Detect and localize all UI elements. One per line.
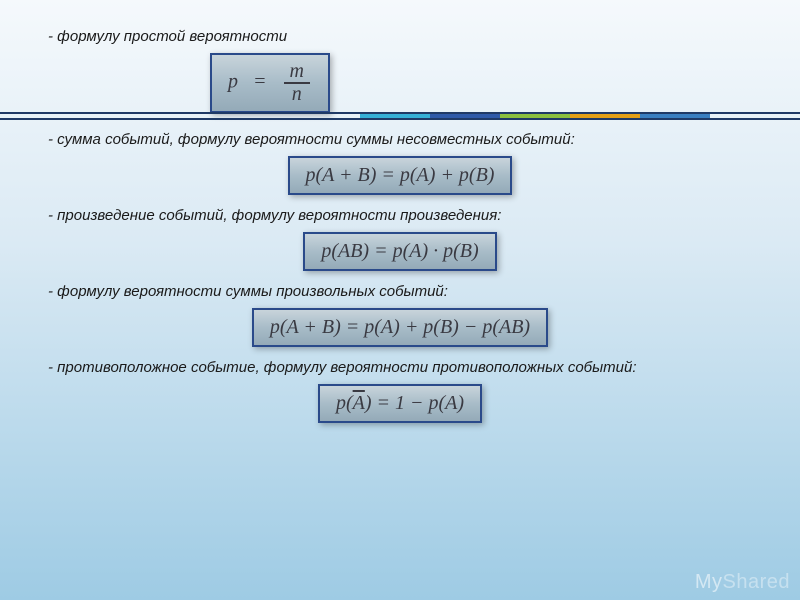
formula-4-wrap: p(A + B) = p(A) + p(B) − p(AB) (40, 308, 760, 347)
slide: - формулу простой вероятности p = m n - … (0, 0, 800, 600)
bullet-3: - произведение событий, формулу вероятно… (48, 207, 760, 224)
bullet-2: - сумма событий, формулу вероятности сум… (48, 131, 760, 148)
formula-5-wrap: p(A) = 1 − p(A) (40, 384, 760, 423)
f5-suffix: ) = 1 − p(A) (365, 392, 464, 414)
f5-overline: A (353, 392, 365, 414)
formula-1: p = m n (210, 53, 330, 113)
watermark: MyShared (695, 571, 790, 594)
f5-prefix: p( (336, 392, 353, 414)
bullet-5-text: - противоположное событие, формулу вероя… (48, 359, 637, 376)
bullet-1: - формулу простой вероятности (48, 28, 760, 45)
f1-den: n (284, 84, 310, 105)
f1-fraction: m n (284, 61, 310, 105)
formula-2-wrap: p(A + B) = p(A) + p(B) (40, 156, 760, 195)
watermark-part1: My (695, 571, 723, 593)
f1-num: m (284, 61, 310, 84)
formula-3-wrap: p(AB) = p(A) · p(B) (40, 232, 760, 271)
f1-eq: = (253, 71, 267, 93)
bullet-4: - формулу вероятности суммы произвольных… (48, 283, 760, 300)
formula-5: p(A) = 1 − p(A) (318, 384, 482, 423)
formula-4: p(A + B) = p(A) + p(B) − p(AB) (252, 308, 548, 347)
bullet-5: - противоположное событие, формулу вероя… (48, 359, 760, 376)
formula-1-wrap: p = m n (210, 53, 760, 113)
watermark-part2: Shared (723, 571, 791, 593)
formula-3: p(AB) = p(A) · p(B) (303, 232, 496, 271)
f1-lhs: p (228, 71, 238, 93)
formula-2: p(A + B) = p(A) + p(B) (288, 156, 513, 195)
